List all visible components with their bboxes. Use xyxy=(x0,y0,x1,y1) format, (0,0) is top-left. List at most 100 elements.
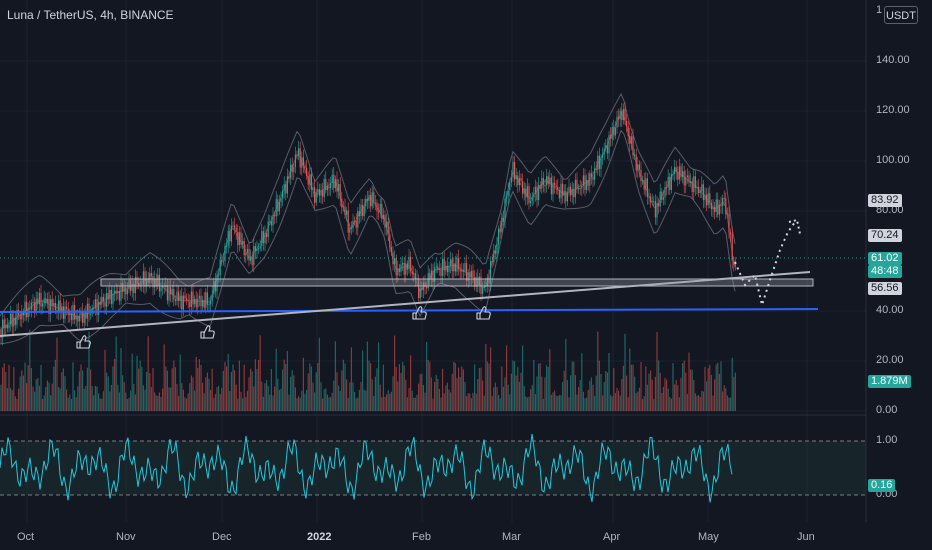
candle xyxy=(178,285,180,308)
volume-bar xyxy=(654,376,656,411)
volume-bar xyxy=(78,371,80,411)
candle xyxy=(518,169,520,192)
candle xyxy=(373,186,375,209)
volume-bar xyxy=(280,388,282,411)
volume-bar xyxy=(221,387,223,411)
currency-button[interactable]: USDT xyxy=(884,6,918,24)
volume-bar xyxy=(534,394,536,411)
volume-bar xyxy=(272,395,274,411)
volume-bar xyxy=(542,398,544,411)
candle xyxy=(733,256,735,272)
volume-bar xyxy=(379,384,381,411)
volume-bar xyxy=(514,361,516,411)
volume-bar xyxy=(482,380,484,411)
volume-bar xyxy=(314,392,316,411)
candle xyxy=(522,173,524,199)
volume-bar xyxy=(283,359,285,411)
candle xyxy=(526,178,528,206)
bar-countdown-badge: 48:48 xyxy=(868,265,902,278)
volume-bar xyxy=(389,393,391,411)
volume-bar xyxy=(342,359,344,411)
candle xyxy=(725,192,727,220)
volume-bar xyxy=(734,372,736,411)
volume-bar xyxy=(493,387,495,411)
volume-bar xyxy=(160,396,162,411)
candle xyxy=(232,221,234,231)
volume-bar xyxy=(704,366,706,411)
candle xyxy=(363,198,365,222)
candle xyxy=(125,281,127,302)
volume-bar xyxy=(170,387,172,411)
candle xyxy=(112,285,114,311)
candle xyxy=(16,303,18,329)
candle xyxy=(237,224,239,253)
volume-bar xyxy=(299,397,301,411)
candle xyxy=(386,213,388,236)
candle xyxy=(77,309,79,330)
candle xyxy=(397,260,399,283)
candle xyxy=(451,253,453,280)
volume-bar xyxy=(627,397,629,411)
volume-bar xyxy=(243,364,245,411)
volume-bar xyxy=(528,396,530,411)
volume-bar xyxy=(189,383,191,411)
volume-bar xyxy=(571,361,573,411)
candle xyxy=(269,215,271,226)
volume-bar xyxy=(77,386,79,411)
candle xyxy=(707,187,709,209)
candle xyxy=(685,170,687,194)
candle xyxy=(730,228,732,242)
volume-bar xyxy=(256,369,258,411)
volume-bar xyxy=(187,393,189,411)
candle xyxy=(499,220,501,239)
candle xyxy=(242,233,244,250)
volume-bar xyxy=(515,375,517,411)
last-price-badge: 61.02 xyxy=(868,252,902,265)
volume-bar xyxy=(723,385,725,411)
volume-bar xyxy=(448,389,450,411)
volume-bar xyxy=(506,345,508,411)
candle xyxy=(312,182,314,197)
volume-bar xyxy=(5,372,7,411)
volume-bar xyxy=(282,369,284,411)
volume-bar xyxy=(246,390,248,411)
volume-bar xyxy=(30,368,32,411)
candle xyxy=(371,185,373,210)
candle xyxy=(262,226,264,251)
volume-bar xyxy=(264,383,266,411)
volume-bar xyxy=(458,367,460,411)
candle xyxy=(320,183,322,204)
volume-bar xyxy=(395,366,397,411)
volume-bar xyxy=(304,393,306,411)
volume-bar xyxy=(195,356,197,411)
candle xyxy=(502,211,504,226)
volume-bar xyxy=(18,388,20,411)
volume-bar xyxy=(474,364,476,411)
candle xyxy=(8,319,10,333)
volume-bar xyxy=(229,391,231,411)
candle xyxy=(453,257,455,278)
volume-bar xyxy=(635,393,637,411)
volume-bar xyxy=(568,397,570,411)
candle xyxy=(504,191,506,229)
volume-bar xyxy=(19,376,21,411)
volume-bar xyxy=(690,369,692,411)
candle xyxy=(539,181,541,192)
volume-bar xyxy=(490,347,492,411)
candle xyxy=(414,268,416,287)
volume-bar xyxy=(306,389,308,411)
volume-bar xyxy=(726,395,728,411)
candle xyxy=(280,191,282,209)
candle xyxy=(662,189,664,206)
volume-bar xyxy=(714,379,716,411)
volume-bar xyxy=(150,387,152,411)
candle xyxy=(190,286,192,315)
thumbs-up-icon xyxy=(76,335,91,349)
candle xyxy=(546,168,548,193)
volume-bar xyxy=(576,394,578,411)
volume-bar xyxy=(418,383,420,411)
candle xyxy=(462,263,464,279)
volume-bar xyxy=(285,363,287,411)
candle xyxy=(221,254,223,267)
